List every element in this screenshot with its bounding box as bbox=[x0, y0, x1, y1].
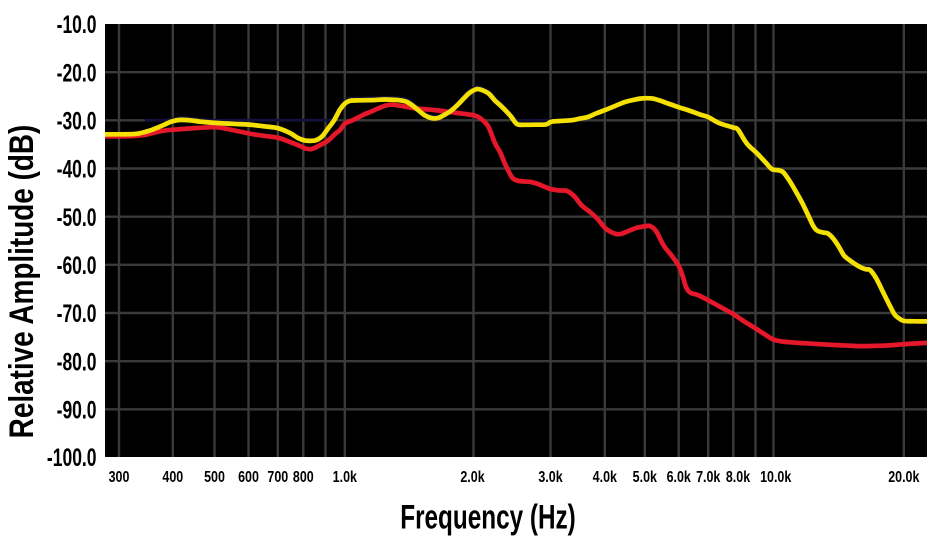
svg-text:-50.0: -50.0 bbox=[57, 203, 97, 232]
svg-text:500: 500 bbox=[204, 468, 225, 486]
svg-text:4.0k: 4.0k bbox=[593, 468, 617, 486]
svg-text:-40.0: -40.0 bbox=[57, 154, 97, 183]
svg-text:Relative Amplitude (dB): Relative Amplitude (dB) bbox=[2, 125, 40, 439]
svg-text:700: 700 bbox=[267, 468, 288, 486]
svg-text:5.0k: 5.0k bbox=[633, 468, 657, 486]
svg-text:2.0k: 2.0k bbox=[460, 468, 484, 486]
svg-text:-80.0: -80.0 bbox=[57, 347, 97, 376]
svg-text:-90.0: -90.0 bbox=[57, 395, 97, 424]
svg-text:20.0k: 20.0k bbox=[888, 468, 919, 486]
svg-text:800: 800 bbox=[293, 468, 314, 486]
svg-text:6.0k: 6.0k bbox=[667, 468, 691, 486]
svg-text:10.0k: 10.0k bbox=[760, 468, 791, 486]
svg-text:400: 400 bbox=[162, 468, 183, 486]
svg-text:-60.0: -60.0 bbox=[57, 251, 97, 280]
svg-text:600: 600 bbox=[238, 468, 259, 486]
svg-text:Frequency (Hz): Frequency (Hz) bbox=[400, 499, 576, 537]
svg-text:-10.0: -10.0 bbox=[57, 10, 97, 39]
svg-text:8.0k: 8.0k bbox=[726, 468, 750, 486]
svg-text:-30.0: -30.0 bbox=[57, 106, 97, 135]
svg-text:1.0k: 1.0k bbox=[333, 468, 357, 486]
svg-text:-20.0: -20.0 bbox=[57, 58, 97, 87]
svg-text:3.0k: 3.0k bbox=[538, 468, 562, 486]
svg-text:-70.0: -70.0 bbox=[57, 299, 97, 328]
svg-text:7.0k: 7.0k bbox=[696, 468, 720, 486]
svg-text:300: 300 bbox=[109, 468, 130, 486]
svg-text:-100.0: -100.0 bbox=[47, 443, 97, 472]
